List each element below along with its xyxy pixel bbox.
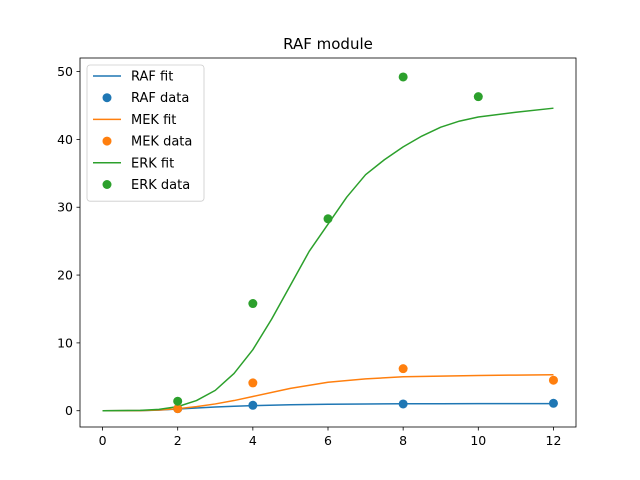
data-point — [473, 92, 483, 102]
series-line-2 — [102, 374, 554, 412]
x-tick-label: 10 — [470, 433, 486, 448]
data-point — [548, 375, 558, 385]
legend-marker-swatch — [102, 136, 112, 146]
data-point — [248, 299, 258, 309]
chart-title: RAF module — [283, 35, 373, 53]
legend-label: RAF data — [131, 91, 189, 106]
data-point — [248, 400, 258, 410]
legend-marker-swatch — [102, 180, 112, 189]
data-point — [548, 398, 558, 408]
axes: 0 2 4 6 8 10 12 0 10 20 30 40 50 — [57, 57, 577, 448]
data-point — [248, 378, 258, 388]
y-tick-label: 0 — [65, 403, 73, 418]
legend-marker-swatch — [102, 93, 112, 103]
legend-label: MEK data — [131, 135, 192, 150]
y-tick-label: 30 — [57, 200, 73, 215]
x-tick-label: 6 — [324, 433, 332, 448]
data-point — [398, 72, 408, 82]
y-tick-label: 20 — [57, 268, 73, 283]
data-point — [173, 396, 183, 406]
x-tick-label: 2 — [174, 433, 182, 448]
x-tick-label: 8 — [399, 433, 407, 448]
x-tick-label: 4 — [249, 433, 257, 448]
legend-label: MEK fit — [131, 113, 176, 128]
x-tick-label: 12 — [546, 433, 562, 448]
series-line-4 — [102, 107, 554, 412]
y-tick-label: 10 — [57, 335, 73, 350]
legend: RAF fit RAF data MEK fit MEK data ERK fit ERK… — [86, 64, 205, 202]
y-tick-label: 50 — [57, 64, 73, 79]
data-point — [173, 404, 183, 414]
legend-box — [86, 64, 205, 202]
data-point — [398, 364, 408, 374]
y-tick-label: 40 — [57, 132, 73, 147]
data-point — [323, 214, 333, 224]
legend-label: RAF fit — [131, 70, 173, 85]
x-tick-label: 0 — [99, 433, 107, 448]
plot-area — [102, 72, 558, 414]
legend-label: ERK data — [131, 178, 190, 193]
legend-label: ERK fit — [131, 156, 174, 171]
data-point — [398, 399, 408, 409]
